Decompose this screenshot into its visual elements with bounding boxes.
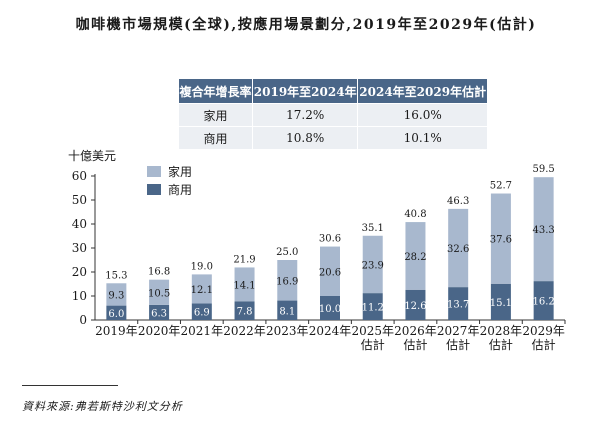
bar-household <box>149 279 170 305</box>
bar-label-commercial: 6.3 <box>151 308 167 319</box>
bar-commercial <box>191 303 212 320</box>
bar-household <box>277 260 298 301</box>
x-tick-label: 2029年 <box>522 324 565 338</box>
bar-total-label: 16.8 <box>148 267 170 278</box>
bar-commercial <box>533 281 554 320</box>
x-tick-label: 2022年 <box>223 324 266 338</box>
y-tick-label: 0 <box>79 313 87 327</box>
bar-total-label: 19.0 <box>191 261 213 272</box>
x-tick-label: 估計 <box>361 337 385 352</box>
bar-label-commercial: 6.0 <box>108 309 124 320</box>
x-tick-label: 估計 <box>403 337 427 352</box>
x-tick-label: 2021年 <box>181 324 224 338</box>
bar-household <box>320 246 340 296</box>
cagr-table: 複合年增長率 2019年至2024年 2024年至2029年估計 家用 17.2… <box>177 78 488 150</box>
bar-label-household: 37.6 <box>490 235 512 246</box>
legend-swatch-commercial <box>147 184 161 195</box>
bar-household <box>533 177 554 282</box>
cagr-header-period-2: 2024年至2029年估計 <box>357 78 488 104</box>
bar-label-household: 9.3 <box>108 290 124 301</box>
bar-commercial <box>277 300 298 320</box>
legend-swatch-household <box>147 166 161 177</box>
cagr-cell: 10.1% <box>357 126 488 150</box>
x-tick-label: 2023年 <box>266 324 309 338</box>
source-note: 資料來源:弗若斯特沙利文分析 <box>22 400 183 413</box>
source-divider <box>22 385 118 386</box>
chart-title: 咖啡機市場規模(全球),按應用場景劃分,2019年至2029年(估計) <box>75 17 537 33</box>
y-tick-label: 50 <box>72 193 87 207</box>
bar-label-household: 20.6 <box>319 267 341 278</box>
y-tick-label: 20 <box>72 265 87 279</box>
bar-total-label: 25.0 <box>276 247 298 258</box>
x-tick-label: 2020年 <box>138 324 181 338</box>
cagr-cell: 10.8% <box>252 126 359 150</box>
bar-commercial <box>234 301 255 320</box>
bar-label-commercial: 13.7 <box>447 300 469 311</box>
bar-label-household: 43.3 <box>533 225 555 236</box>
plot-area: 0 10 20 30 40 50 60 6.0 9.3 15.3 2019年 6.3 10.5 16.8 2… <box>72 164 566 352</box>
bar-total-label: 52.7 <box>490 181 512 192</box>
bar-total-label: 35.1 <box>362 223 384 234</box>
cagr-row-commercial: 商用 10.8% 10.1% <box>177 126 488 150</box>
bar-commercial <box>362 293 383 320</box>
bar-total-label: 59.5 <box>533 164 555 175</box>
bar-total-label: 46.3 <box>447 196 469 207</box>
bar-label-commercial: 11.2 <box>362 303 384 314</box>
cagr-header-period-1: 2019年至2024年 <box>252 78 359 104</box>
bar-household <box>405 222 426 290</box>
legend-label-household: 家用 <box>168 164 192 179</box>
cagr-header-row: 複合年增長率 2019年至2024年 2024年至2029年估計 <box>177 78 488 104</box>
bar-label-commercial: 16.2 <box>533 297 555 308</box>
bar-label-household: 10.5 <box>148 288 170 299</box>
bar-household <box>234 267 255 302</box>
bar-label-household: 23.9 <box>362 260 384 271</box>
bar-label-household: 16.9 <box>276 276 298 287</box>
bar-commercial <box>490 283 511 320</box>
bar-label-household: 14.1 <box>233 280 255 291</box>
cagr-row-label: 家用 <box>177 103 254 127</box>
bar-commercial <box>106 305 127 320</box>
cagr-row-label: 商用 <box>177 126 254 150</box>
y-axis-label: 十億美元 <box>68 149 116 163</box>
y-tick-label: 60 <box>72 169 87 183</box>
bar-household <box>490 193 511 284</box>
x-tick-label: 2028年 <box>480 324 523 338</box>
bar-total-label: 21.9 <box>233 254 255 265</box>
bar-label-household: 28.2 <box>404 252 426 263</box>
bar-household <box>362 235 383 294</box>
bar-total-label: 40.8 <box>404 209 426 220</box>
y-tick-label: 30 <box>72 241 87 255</box>
bar-household <box>448 208 469 288</box>
legend-label-commercial: 商用 <box>168 182 192 197</box>
bar-household <box>106 283 127 306</box>
x-tick-label: 2024年 <box>309 324 352 338</box>
bar-total-label: 30.6 <box>319 234 341 245</box>
bar-label-commercial: 15.1 <box>490 298 512 309</box>
x-tick-label: 2019年 <box>95 324 138 338</box>
bar-label-commercial: 12.6 <box>404 301 426 312</box>
bar-label-commercial: 6.9 <box>194 308 210 319</box>
cagr-cell: 16.0% <box>357 103 488 127</box>
bar-total-label: 15.3 <box>105 270 127 281</box>
x-tick-label: 2026年 <box>394 324 437 338</box>
bar-label-commercial: 8.1 <box>279 306 295 317</box>
y-tick-label: 10 <box>72 289 87 303</box>
bar-label-household: 12.1 <box>191 285 213 296</box>
x-tick-label: 估計 <box>489 337 513 352</box>
x-tick-label: 估計 <box>446 337 470 352</box>
y-tick-label: 40 <box>72 217 87 231</box>
bar-label-household: 32.6 <box>447 244 469 255</box>
bar-label-commercial: 10.0 <box>319 304 341 315</box>
bar-household <box>191 274 212 304</box>
bar-commercial <box>320 296 340 320</box>
x-tick-label: 2025年 <box>351 324 394 338</box>
legend: 家用 商用 <box>147 164 192 197</box>
bar-commercial <box>149 304 170 320</box>
bar-label-commercial: 7.8 <box>237 307 253 318</box>
x-tick-label: 估計 <box>532 337 556 352</box>
bar-commercial <box>448 287 469 320</box>
bar-commercial <box>405 289 426 320</box>
x-tick-label: 2027年 <box>437 324 480 338</box>
